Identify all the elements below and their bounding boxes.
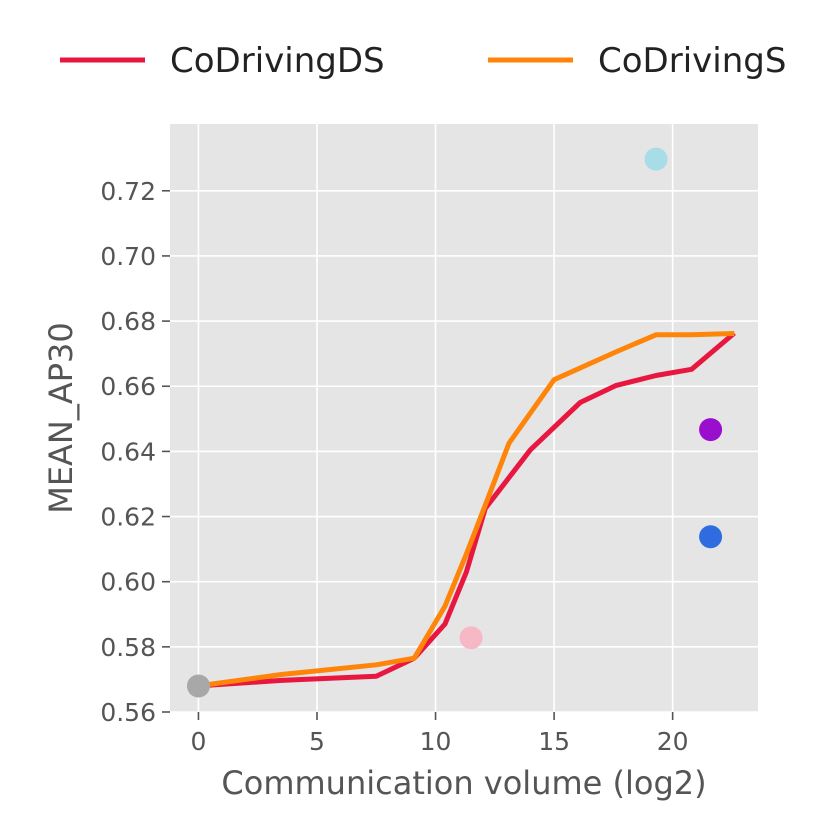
y-tick-label: 0.72	[100, 177, 156, 206]
scatter-point	[186, 674, 210, 698]
x-tick-label: 15	[538, 727, 570, 756]
y-tick-label: 0.56	[100, 698, 156, 727]
y-axis-label: MEAN_AP30	[42, 322, 80, 514]
x-axis-label: Communication volume (log2)	[221, 764, 706, 802]
x-tick-label: 5	[309, 727, 325, 756]
scatter-point	[699, 525, 723, 549]
plot-area	[170, 124, 758, 712]
series-line-codrivings	[198, 331, 735, 689]
series-layer	[198, 331, 736, 689]
y-tick-label: 0.64	[100, 437, 156, 466]
x-tick-label: 20	[657, 727, 689, 756]
scatter-point	[699, 418, 723, 442]
y-tick-label: 0.60	[100, 568, 156, 597]
y-tick-label: 0.68	[100, 307, 156, 336]
y-tick-label: 0.58	[100, 633, 156, 662]
points-layer	[186, 147, 723, 698]
x-tick-label: 10	[420, 727, 452, 756]
legend-label-codrivings: CoDrivingS	[598, 41, 786, 81]
x-tick-label: 0	[190, 727, 206, 756]
legend: CoDrivingDS CoDrivingS	[60, 41, 786, 81]
scatter-point	[459, 626, 483, 650]
y-tick-label: 0.62	[100, 503, 156, 532]
y-axis: 0.56 0.58 0.60 0.62 0.64 0.66 0.68 0.70 0.72	[100, 177, 170, 727]
legend-label-codrivingds: CoDrivingDS	[170, 41, 385, 81]
x-axis: 0 5 10 15 20	[190, 712, 689, 756]
grid	[170, 124, 758, 713]
y-tick-label: 0.70	[100, 242, 156, 271]
scatter-point	[644, 147, 668, 171]
y-tick-label: 0.66	[100, 372, 156, 401]
